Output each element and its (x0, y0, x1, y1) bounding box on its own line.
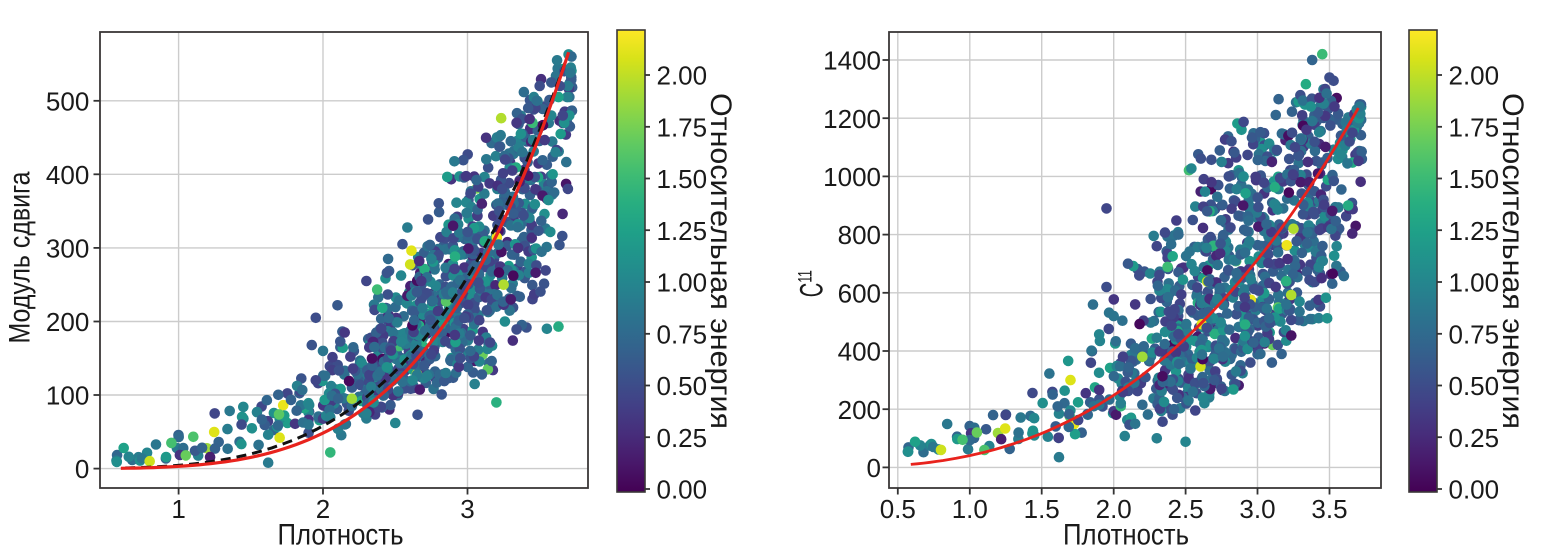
svg-text:2.5: 2.5 (1168, 494, 1204, 524)
svg-text:0.00: 0.00 (657, 475, 708, 505)
svg-text:1.50: 1.50 (657, 164, 708, 194)
svg-text:0.50: 0.50 (657, 371, 708, 401)
svg-text:2.0: 2.0 (1096, 494, 1132, 524)
svg-text:2: 2 (316, 494, 330, 524)
svg-text:1.75: 1.75 (657, 112, 708, 142)
svg-text:1.0: 1.0 (952, 494, 988, 524)
svg-text:1400: 1400 (823, 46, 881, 76)
svg-text:1.00: 1.00 (657, 268, 708, 298)
svg-text:100: 100 (46, 381, 89, 411)
svg-text:1.25: 1.25 (657, 216, 708, 246)
svg-text:0.75: 0.75 (1449, 319, 1500, 349)
svg-text:1.25: 1.25 (1449, 216, 1500, 246)
svg-text:1.50: 1.50 (1449, 164, 1500, 194)
svg-text:2.00: 2.00 (657, 61, 708, 91)
svg-text:0: 0 (867, 453, 881, 483)
svg-text:0.5: 0.5 (880, 494, 916, 524)
svg-text:1.5: 1.5 (1024, 494, 1060, 524)
svg-text:1000: 1000 (823, 162, 881, 192)
svg-text:3.5: 3.5 (1311, 494, 1347, 524)
svg-text:800: 800 (838, 220, 881, 250)
svg-text:Модуль сдвига: Модуль сдвига (4, 171, 37, 343)
svg-text:200: 200 (838, 395, 881, 425)
svg-text:Относительная энергия: Относительная энергия (1496, 93, 1529, 429)
svg-text:0.25: 0.25 (1449, 423, 1500, 453)
svg-text:Плотность: Плотность (1063, 519, 1189, 552)
svg-text:Плотность: Плотность (278, 519, 404, 552)
svg-text:300: 300 (46, 234, 89, 264)
svg-text:1.75: 1.75 (1449, 112, 1500, 142)
svg-text:1200: 1200 (823, 104, 881, 134)
svg-text:600: 600 (838, 278, 881, 308)
svg-text:1.00: 1.00 (1449, 268, 1500, 298)
svg-text:3.0: 3.0 (1239, 494, 1275, 524)
svg-text:0.25: 0.25 (657, 423, 708, 453)
svg-text:200: 200 (46, 307, 89, 337)
svg-text:1: 1 (171, 494, 185, 524)
svg-text:400: 400 (838, 337, 881, 367)
svg-text:400: 400 (46, 160, 89, 190)
svg-text:3: 3 (460, 494, 474, 524)
svg-text:2.00: 2.00 (1449, 61, 1500, 91)
svg-text:0.75: 0.75 (657, 319, 708, 349)
svg-text:Относительная энергия: Относительная энергия (704, 93, 737, 429)
svg-text:0.50: 0.50 (1449, 371, 1500, 401)
svg-text:0.00: 0.00 (1449, 475, 1500, 505)
svg-text:500: 500 (46, 86, 89, 116)
svg-text:0: 0 (75, 454, 89, 484)
